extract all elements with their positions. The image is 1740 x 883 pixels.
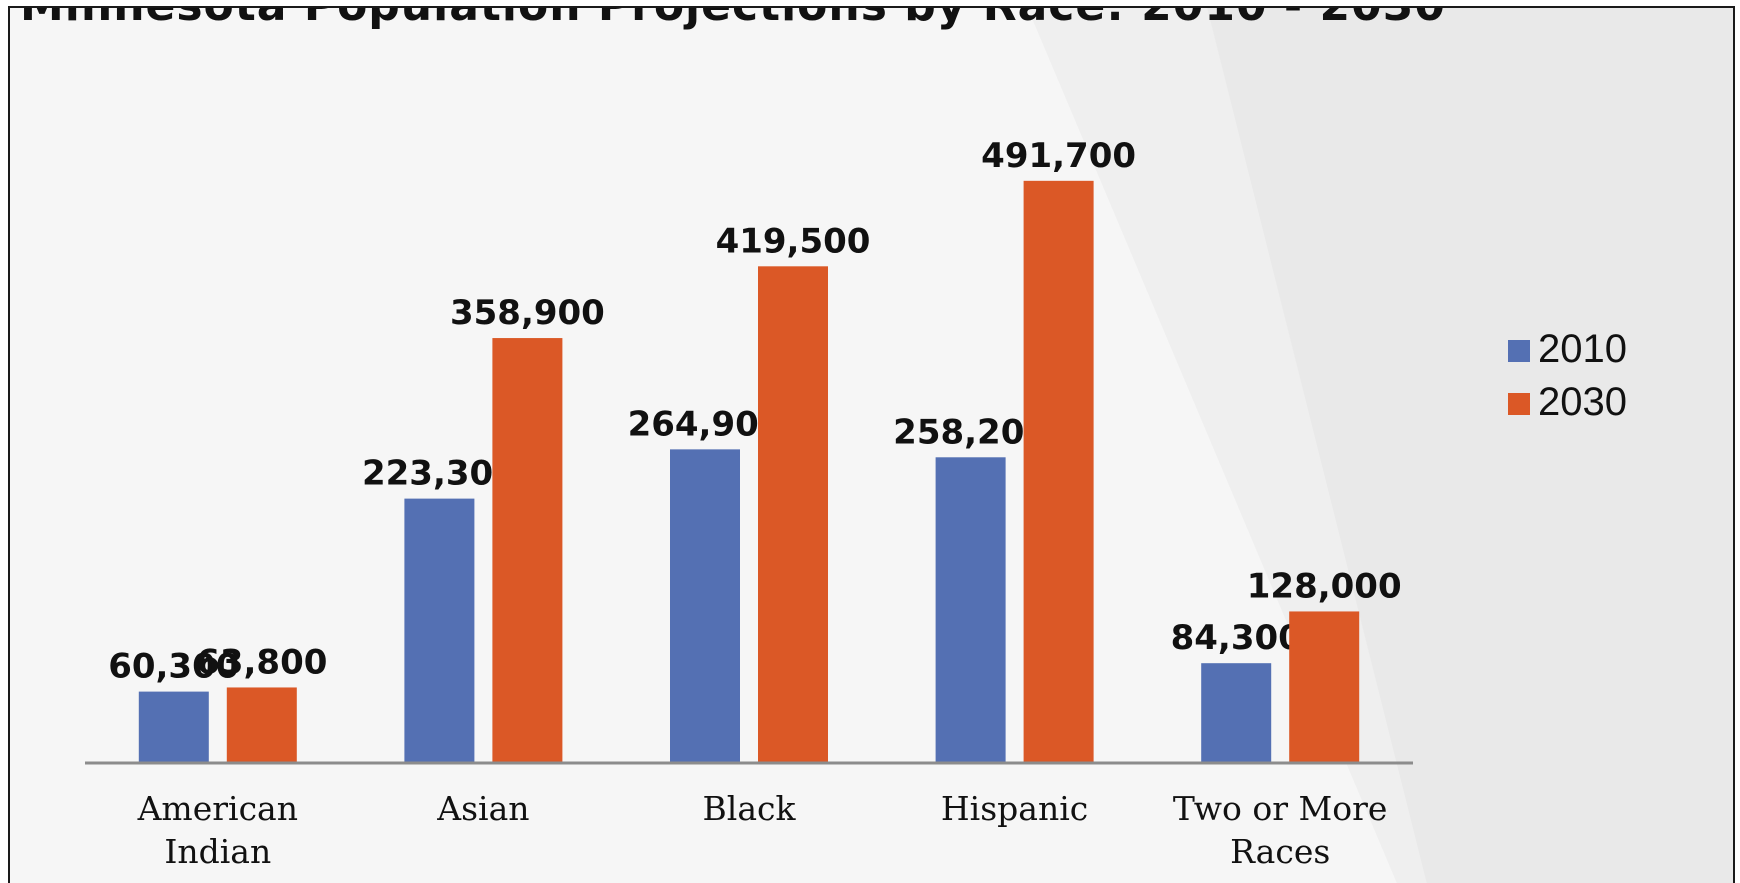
data-label-2010-3: 258,200 xyxy=(893,412,1048,452)
bar-2010-0 xyxy=(138,691,209,763)
bar-2010-2 xyxy=(670,449,740,763)
legend-swatch-2030 xyxy=(1508,393,1530,415)
bar-2030-0 xyxy=(226,687,297,763)
data-label-2030-4: 128,000 xyxy=(1247,566,1402,606)
chart-title: Minnesota Population Projections by Race… xyxy=(20,8,1446,31)
category-label-4: Two or More xyxy=(1173,789,1388,828)
bar-2010-3 xyxy=(935,457,1006,763)
legend-label-2030: 2030 xyxy=(1538,380,1627,424)
category-label-3: Hispanic xyxy=(941,789,1088,828)
bar-2030-2 xyxy=(758,266,828,763)
data-label-2030-1: 358,900 xyxy=(450,293,605,333)
category-label-4-line2: Races xyxy=(1230,832,1330,871)
data-label-2030-2: 419,500 xyxy=(716,221,871,261)
bar-2010-1 xyxy=(404,498,475,763)
category-label-0: American xyxy=(137,789,298,828)
category-label-1: Asian xyxy=(436,789,529,828)
legend-swatch-2010 xyxy=(1508,340,1530,362)
legend-label-2010: 2010 xyxy=(1538,327,1627,371)
data-label-2030-0: 63,800 xyxy=(196,642,327,682)
bar-2030-4 xyxy=(1289,611,1360,763)
category-label-2: Black xyxy=(703,789,797,828)
bar-2030-1 xyxy=(492,338,563,763)
data-label-2010-2: 264,900 xyxy=(628,404,783,444)
bar-2030-3 xyxy=(1023,180,1094,763)
chart-frame: Minnesota Population Projections by Race… xyxy=(8,6,1735,883)
data-label-2010-0: 60,300 xyxy=(108,647,239,687)
data-label-2030-3: 491,700 xyxy=(981,136,1136,176)
data-label-2010-1: 223,300 xyxy=(362,454,517,494)
data-label-2010-4: 84,300 xyxy=(1171,618,1302,658)
category-label-0-line2: Indian xyxy=(164,832,271,871)
bar-2010-4 xyxy=(1201,663,1272,763)
